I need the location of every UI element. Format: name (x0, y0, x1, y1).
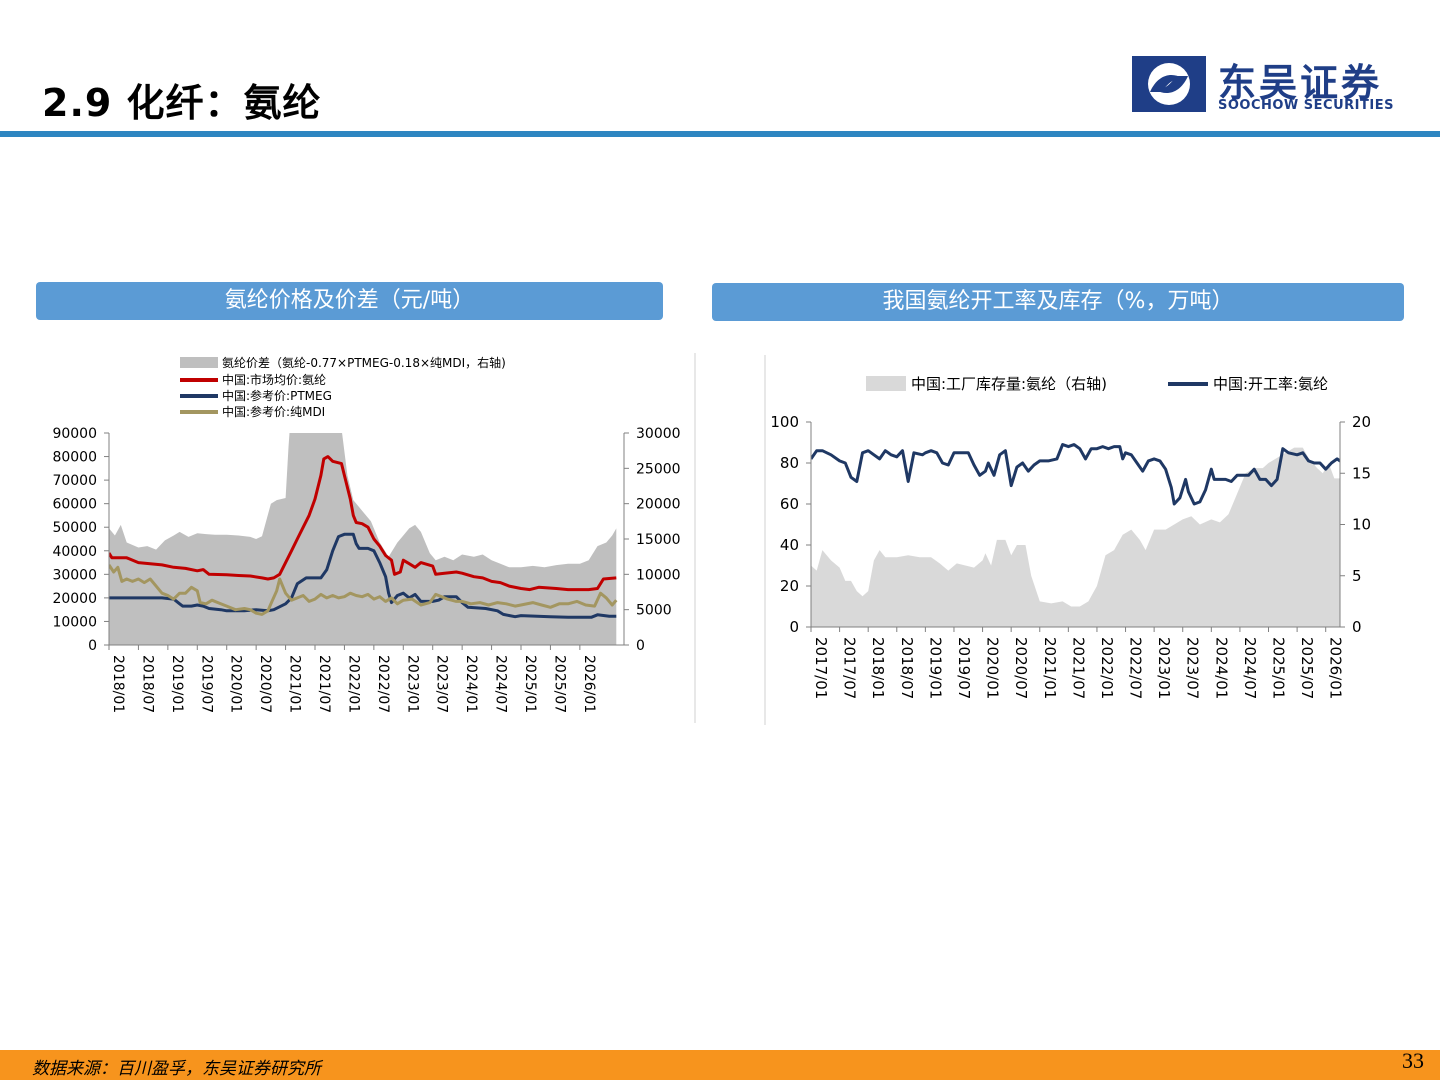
x-tick-label: 2023/07 (434, 655, 450, 713)
page-number: 33 (1402, 1048, 1424, 1073)
data-source-note: 数据来源：百川盈孚，东吴证券研究所 (32, 1059, 321, 1079)
x-tick-label: 2018/07 (898, 637, 916, 699)
y-left-tick-label: 60000 (52, 497, 97, 513)
x-tick-label: 2024/01 (463, 655, 479, 713)
legend-label-mdi: 中国:参考价:纯MDI (222, 404, 325, 419)
x-tick-label: 2020/07 (1012, 637, 1030, 699)
y-left-tick-label: 60 (780, 495, 799, 513)
x-tick-label: 2024/07 (493, 655, 509, 713)
y-right-tick-label: 25000 (636, 461, 681, 477)
y-left-tick-label: 40 (780, 536, 799, 554)
x-tick-label: 2025/07 (551, 655, 567, 713)
y-left-tick-label: 30000 (52, 567, 97, 583)
page-title: 2.9 化纤：氨纶 (42, 81, 322, 125)
legend-swatch-inventory (866, 376, 906, 391)
brand-name-en: SOOCHOW SECURITIES (1218, 98, 1394, 113)
x-tick-label: 2018/01 (110, 655, 126, 713)
y-left-tick-label: 0 (88, 638, 97, 654)
x-tick-label: 2023/07 (1184, 637, 1202, 699)
x-tick-label: 2019/07 (955, 637, 973, 699)
y-right-tick-label: 5 (1352, 567, 1362, 585)
y-right-tick-label: 30000 (636, 426, 681, 442)
legend: 氨纶价差（氨纶-0.77×PTMEG-0.18×纯MDI，右轴) 中国:市场均价… (180, 355, 506, 419)
y-left-tick-label: 50000 (52, 520, 97, 536)
series-line-1 (109, 455, 617, 592)
legend-label-inventory: 中国:工厂库存量:氨纶（右轴) (911, 375, 1107, 393)
y-left-tick-label: 90000 (52, 426, 97, 442)
x-tick-label: 2017/07 (841, 637, 859, 699)
x-tick-label: 2019/07 (198, 655, 214, 713)
y-left-tick-label: 20000 (52, 591, 97, 607)
legend: 中国:工厂库存量:氨纶（右轴) 中国:开工率:氨纶 (866, 375, 1328, 393)
x-tick-label: 2018/07 (139, 655, 155, 713)
x-tick-label: 2020/01 (984, 637, 1002, 699)
series-line-3 (109, 564, 618, 616)
y-right-tick-label: 15 (1352, 464, 1371, 482)
x-tick-label: 2026/01 (1327, 637, 1345, 699)
x-tick-label: 2019/01 (926, 637, 944, 699)
x-tick-label: 2022/07 (375, 655, 391, 713)
header-rule (0, 131, 1440, 137)
panel-title-right: 我国氨纶开工率及库存（%，万吨） (712, 283, 1404, 321)
series-area-0 (811, 447, 1340, 627)
x-tick-label: 2023/01 (404, 655, 420, 713)
y-left-tick-label: 20 (780, 577, 799, 595)
panel-title-left: 氨纶价格及价差（元/吨） (36, 282, 663, 320)
x-tick-label: 2025/01 (522, 655, 538, 713)
y-right-tick-label: 15000 (636, 532, 681, 548)
y-left-tick-label: 80000 (52, 450, 97, 466)
x-tick-label: 2021/01 (287, 655, 303, 713)
x-tick-label: 2021/07 (316, 655, 332, 713)
x-tick-label: 2026/01 (581, 655, 597, 713)
legend-label-utilization: 中国:开工率:氨纶 (1213, 375, 1328, 393)
spandex-utilization-inventory-chart: 中国:工厂库存量:氨纶（右轴) 中国:开工率:氨纶 0 20 40 60 80 100 0 5… (764, 355, 1371, 725)
y-left-tick-label: 80 (780, 454, 799, 472)
legend-label-spread: 氨纶价差（氨纶-0.77×PTMEG-0.18×纯MDI，右轴) (222, 355, 506, 370)
legend-label-ptmeg: 中国:参考价:PTMEG (222, 388, 332, 403)
soochow-logo-icon (1132, 56, 1206, 112)
x-tick-label: 2024/07 (1241, 637, 1259, 699)
y-left-tick-label: 70000 (52, 473, 97, 489)
footer-bar: 数据来源：百川盈孚，东吴证券研究所 33 (0, 1048, 1440, 1080)
y-right-tick-label: 20 (1352, 413, 1371, 431)
y-left-tick-label: 0 (789, 618, 799, 636)
y-right-tick-label: 5000 (636, 603, 672, 619)
x-tick-label: 2025/01 (1270, 637, 1288, 699)
brand-logo: 东吴证券 SOOCHOW SECURITIES (1132, 56, 1422, 120)
x-tick-label: 2022/01 (345, 655, 361, 713)
x-tick-label: 2017/01 (812, 637, 830, 699)
legend-swatch-spread (180, 357, 218, 368)
series-line-2 (109, 532, 617, 619)
x-tick-label: 2023/01 (1155, 637, 1173, 699)
x-tick-label: 2021/07 (1069, 637, 1087, 699)
y-left-tick-label: 40000 (52, 544, 97, 560)
x-tick-label: 2020/07 (257, 655, 273, 713)
x-tick-label: 2024/01 (1212, 637, 1230, 699)
series-area-0 (109, 433, 617, 645)
y-left-tick-label: 100 (770, 413, 799, 431)
spandex-price-chart: 氨纶价差（氨纶-0.77×PTMEG-0.18×纯MDI，右轴) 中国:市场均价… (52, 353, 696, 723)
y-right-tick-label: 0 (636, 638, 645, 654)
y-right-tick-label: 10000 (636, 567, 681, 583)
brand-name-cn: 东吴证券 (1218, 61, 1383, 105)
y-left-tick-label: 10000 (52, 614, 97, 630)
legend-label-spandex: 中国:市场均价:氨纶 (222, 372, 326, 387)
series-line-1 (811, 443, 1340, 506)
y-right-tick-label: 10 (1352, 516, 1371, 534)
x-tick-label: 2025/07 (1298, 637, 1316, 699)
x-tick-label: 2021/01 (1041, 637, 1059, 699)
x-tick-label: 2022/01 (1098, 637, 1116, 699)
x-tick-label: 2019/01 (169, 655, 185, 713)
x-tick-label: 2018/01 (869, 637, 887, 699)
y-right-tick-label: 20000 (636, 497, 681, 513)
x-tick-label: 2022/07 (1127, 637, 1145, 699)
x-tick-label: 2020/01 (228, 655, 244, 713)
y-right-tick-label: 0 (1352, 618, 1362, 636)
